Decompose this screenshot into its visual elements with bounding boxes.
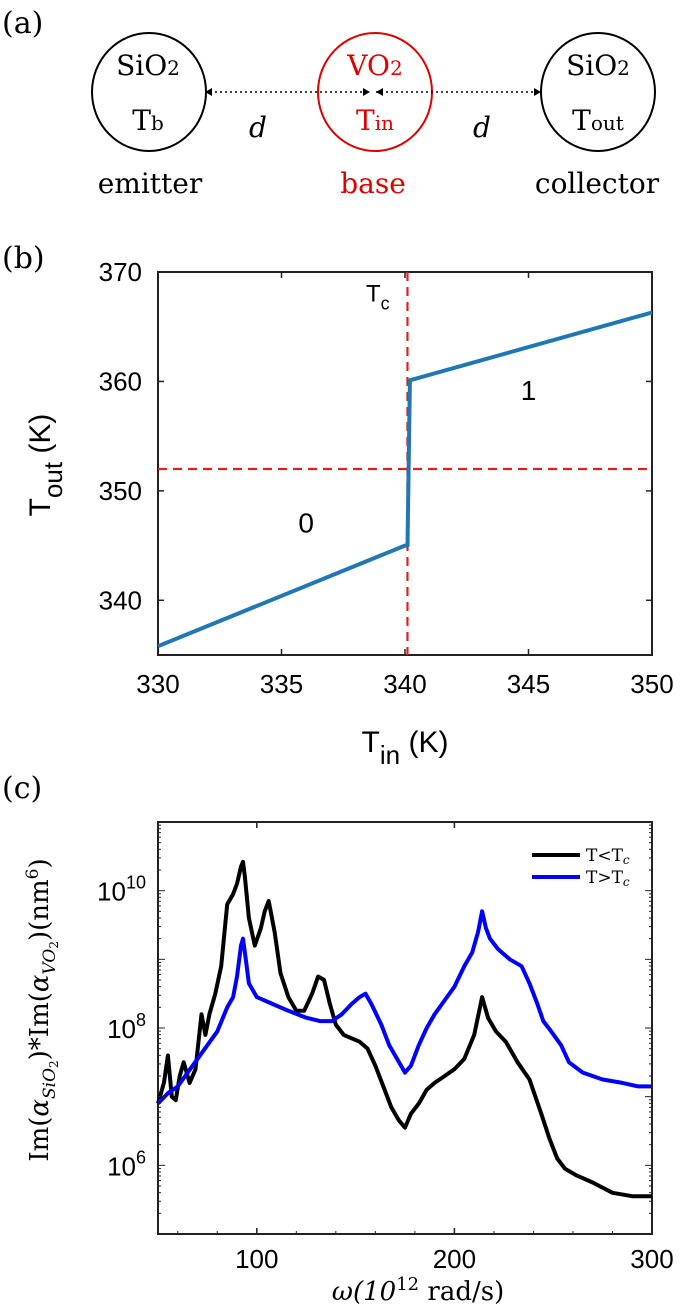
panel-b-series <box>157 310 653 649</box>
collector-role: collector <box>535 167 660 200</box>
panel-c-y-axis-label: Im(αSiO2)*Im(αVO2)(nm6) <box>23 858 61 1161</box>
emitter-material: SiO2 <box>116 49 180 82</box>
emitter-role: emitter <box>98 167 203 200</box>
y-tick-label: 350 <box>99 476 142 506</box>
legend-label-above-tc: T>Tc <box>586 868 630 889</box>
gap-label-left: d <box>249 111 267 144</box>
y-tick-label: 340 <box>99 585 142 615</box>
panel-b: (b) 330 335 340 345 350 340 350 360 370 0 1 Tc Ti… <box>2 241 674 770</box>
y-tick-label: 370 <box>99 257 142 287</box>
gap-label-right: d <box>473 111 491 144</box>
panel-c-axes-frame <box>157 821 653 1235</box>
collector-material: SiO2 <box>566 49 630 82</box>
x-tick-label: 100 <box>235 1244 278 1274</box>
panel-c-x-axis-label: ω(1012 rad/s) <box>332 1274 504 1307</box>
legend-label-below-tc: T<Tc <box>586 846 630 867</box>
arrowhead-right-icon <box>534 88 541 96</box>
arrowhead-mid-left-icon <box>363 88 370 96</box>
panel-c-x-ticks: 100 200 300 <box>177 822 674 1274</box>
collector-temperature: Tout <box>572 104 624 137</box>
emitter-temperature: Tb <box>132 104 164 137</box>
panel-c-legend: T<Tc T>Tc <box>532 846 630 889</box>
x-tick-label: 330 <box>136 669 179 699</box>
panel-b-y-ticks: 340 350 360 370 <box>99 257 652 615</box>
panel-b-label: (b) <box>2 241 45 276</box>
y-tick-label: 360 <box>99 366 142 396</box>
panel-c: (c) 100 200 300 106 108 1010 T<Tc T>Tc ω(101… <box>2 771 674 1307</box>
state-label: 0 <box>298 507 314 538</box>
panel-c-y-ticks: 106 108 1010 <box>97 824 652 1235</box>
series-line-below-tc <box>156 859 652 1199</box>
series-line-above-tc <box>156 909 652 1105</box>
x-tick-label: 350 <box>630 669 673 699</box>
arrowhead-mid-right-icon <box>376 88 383 96</box>
panel-b-annotations: 0 1 Tc <box>298 281 536 539</box>
series-line-t-out <box>157 310 653 649</box>
base-material: VO2 <box>346 49 402 82</box>
tc-label: Tc <box>366 281 390 314</box>
y-tick-label: 108 <box>107 1010 146 1044</box>
base-role: base <box>340 167 406 200</box>
x-tick-label: 345 <box>507 669 550 699</box>
base-temperature: Tin <box>356 104 394 137</box>
panel-b-reference-lines <box>158 272 652 655</box>
panel-b-axes-frame <box>157 271 653 656</box>
x-tick-label: 340 <box>383 669 426 699</box>
panel-b-x-ticks: 330 335 340 345 350 <box>136 272 674 699</box>
panel-a: (a) SiO2 Tb emitter VO2 Tin base SiO2 To… <box>2 6 660 200</box>
arrowhead-left-icon <box>205 88 212 96</box>
state-label: 1 <box>521 375 537 406</box>
y-tick-label: 106 <box>107 1147 146 1181</box>
panel-c-label: (c) <box>2 771 42 806</box>
x-tick-label: 300 <box>630 1244 673 1274</box>
panel-c-series <box>156 859 652 1199</box>
panel-b-x-axis-label: Tin (K) <box>362 726 449 770</box>
y-tick-label: 1010 <box>97 873 146 907</box>
x-tick-label: 335 <box>260 669 303 699</box>
x-tick-label: 200 <box>433 1244 476 1274</box>
panel-b-y-axis-label: Tout (K) <box>24 414 68 517</box>
panel-a-label: (a) <box>2 6 43 41</box>
